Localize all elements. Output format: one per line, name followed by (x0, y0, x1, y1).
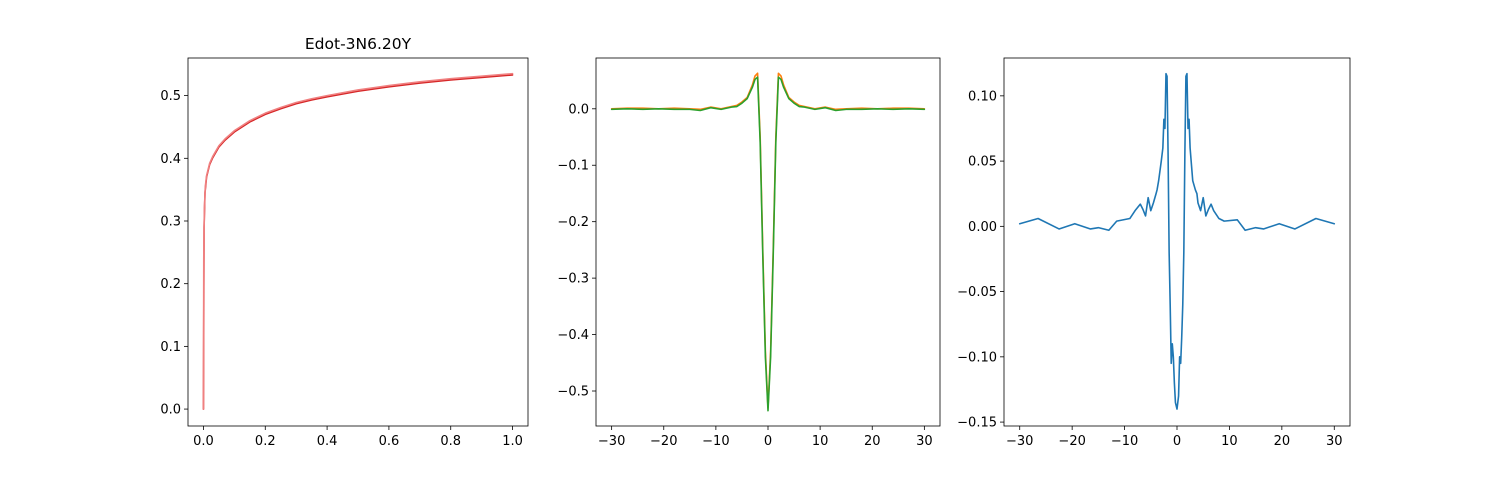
x-tick-label: 0.8 (440, 434, 461, 449)
y-tick-label: 0.0 (160, 403, 181, 418)
y-tick-label: 0.4 (160, 152, 181, 167)
x-tick-label: −30 (1006, 434, 1033, 449)
x-tick-label: 1.0 (502, 434, 523, 449)
y-tick-label: 0.1 (160, 340, 181, 355)
x-tick-label: 10 (812, 434, 829, 449)
x-tick-label: 0.0 (193, 434, 214, 449)
y-tick-label: 0.5 (160, 89, 181, 104)
y-tick-label: −0.1 (557, 159, 589, 174)
x-tick-label: −20 (650, 434, 677, 449)
y-tick-label: −0.5 (557, 385, 589, 400)
series-group (202, 72, 514, 410)
x-tick-label: −10 (1111, 434, 1138, 449)
series-line-2 (610, 76, 926, 412)
x-tick-label: 0 (764, 434, 772, 449)
y-tick-label: 0.10 (968, 89, 997, 104)
y-tick-label: 0.05 (968, 155, 997, 170)
y-tick-label: 0.00 (968, 220, 997, 235)
x-tick-label: 30 (916, 434, 933, 449)
y-tick-label: −0.15 (957, 416, 997, 431)
x-tick-label: 0.6 (379, 434, 400, 449)
y-tick-label: −0.10 (957, 350, 997, 365)
y-tick-label: −0.2 (557, 215, 589, 230)
chart-panel-1: 0.0 0.2 0.4 0.6 0.8 1.0 0.0 0.1 0.2 0.3 0.4 0.5 Edot… (160, 35, 529, 449)
y-tick-label: −0.3 (557, 272, 589, 287)
series-line-1 (1018, 72, 1336, 410)
x-tick-label: 0 (1173, 434, 1181, 449)
x-tick-label: −30 (598, 434, 625, 449)
x-tick-label: 10 (1221, 434, 1238, 449)
x-tick-label: 20 (1274, 434, 1291, 449)
y-tick-label: 0.2 (160, 277, 181, 292)
series-line-2 (202, 72, 514, 410)
x-tick-label: 0.4 (317, 434, 338, 449)
chart-title: Edot-3N6.20Y (305, 35, 412, 53)
x-tick-label: 0.2 (255, 434, 276, 449)
series-group (610, 72, 926, 412)
x-tick-label: −20 (1058, 434, 1085, 449)
chart-panel-2: −30 −20 −10 0 10 20 30 −0.5 −0.4 −0.3 −0.2 −0.1 0.0 (557, 57, 941, 449)
x-tick-label: 30 (1326, 434, 1343, 449)
y-tick-label: −0.4 (557, 328, 589, 343)
y-tick-label: 0.0 (568, 102, 589, 117)
axes-frame (187, 57, 529, 427)
y-tick-label: −0.05 (957, 285, 997, 300)
y-tick-label: 0.3 (160, 214, 181, 229)
x-tick-label: −10 (702, 434, 729, 449)
x-tick-label: 20 (864, 434, 881, 449)
chart-panel-3: −30 −20 −10 0 10 20 30 −0.15 −0.10 −0.05 0.00 0.05 0… (957, 57, 1351, 449)
series-group (1018, 72, 1336, 410)
